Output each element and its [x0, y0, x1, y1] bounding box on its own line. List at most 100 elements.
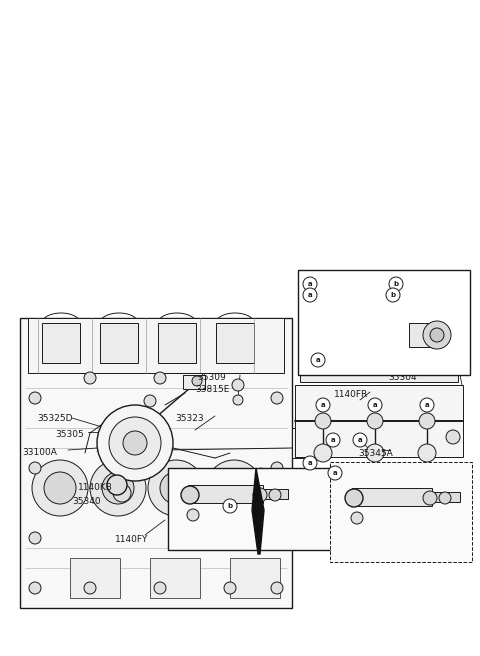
Bar	[28, 318, 284, 373]
Text: 33100A: 33100A	[22, 448, 57, 457]
Circle shape	[386, 288, 400, 302]
Circle shape	[148, 460, 204, 516]
Circle shape	[326, 433, 340, 447]
Circle shape	[269, 489, 281, 501]
Bar	[300, 360, 458, 382]
Circle shape	[328, 466, 342, 480]
Bar	[158, 323, 196, 363]
Text: 35370: 35370	[384, 354, 413, 363]
Circle shape	[29, 532, 41, 544]
Circle shape	[144, 395, 156, 407]
Circle shape	[367, 413, 383, 429]
Circle shape	[223, 499, 237, 513]
Circle shape	[113, 484, 131, 502]
Text: a: a	[358, 437, 362, 443]
Circle shape	[32, 460, 88, 516]
Circle shape	[123, 431, 147, 455]
Bar	[183, 375, 205, 389]
Bar	[70, 558, 120, 598]
Polygon shape	[252, 468, 264, 554]
Bar	[150, 558, 200, 598]
Bar	[295, 385, 463, 457]
Circle shape	[311, 353, 325, 367]
Circle shape	[29, 582, 41, 594]
Circle shape	[187, 509, 199, 521]
Text: 35305: 35305	[55, 430, 84, 439]
Circle shape	[253, 488, 267, 502]
Bar	[292, 428, 320, 458]
Text: a: a	[308, 281, 312, 287]
Circle shape	[271, 392, 283, 404]
Bar	[330, 462, 472, 562]
Circle shape	[314, 444, 332, 462]
Circle shape	[107, 475, 127, 495]
Circle shape	[271, 532, 283, 544]
Circle shape	[224, 582, 236, 594]
Bar	[20, 318, 292, 608]
Circle shape	[328, 466, 342, 480]
Circle shape	[84, 582, 96, 594]
Circle shape	[271, 582, 283, 594]
Circle shape	[389, 277, 403, 291]
Text: 35341A: 35341A	[365, 338, 400, 347]
Text: b: b	[394, 281, 398, 287]
Text: 35312H: 35312H	[185, 505, 220, 514]
Circle shape	[423, 321, 451, 349]
Text: (KIT): (KIT)	[349, 545, 370, 554]
Text: a: a	[333, 470, 337, 476]
Text: a: a	[425, 402, 429, 408]
Circle shape	[154, 582, 166, 594]
Circle shape	[368, 398, 382, 412]
Circle shape	[154, 372, 166, 384]
Circle shape	[430, 328, 444, 342]
Circle shape	[423, 491, 437, 505]
Text: 1140KB: 1140KB	[78, 483, 113, 492]
Circle shape	[271, 462, 283, 474]
Circle shape	[439, 492, 451, 504]
Circle shape	[218, 472, 250, 504]
Text: 32651: 32651	[320, 279, 348, 289]
Text: 35312K: 35312K	[382, 524, 417, 533]
Bar	[100, 323, 138, 363]
Circle shape	[29, 462, 41, 474]
Circle shape	[366, 444, 384, 462]
Text: a: a	[308, 292, 312, 298]
Text: 35312F: 35312F	[308, 524, 342, 533]
Text: 35323: 35323	[175, 414, 204, 423]
Bar	[298, 270, 470, 375]
Circle shape	[303, 456, 317, 470]
Text: a: a	[321, 402, 325, 408]
Circle shape	[316, 398, 330, 412]
Text: 31305C: 31305C	[193, 519, 228, 528]
Text: 35310: 35310	[248, 541, 277, 550]
Text: a: a	[372, 402, 377, 408]
Circle shape	[102, 472, 134, 504]
Circle shape	[84, 372, 96, 384]
Text: b: b	[228, 503, 233, 509]
Text: 31337F: 31337F	[416, 295, 450, 304]
Bar	[352, 488, 432, 506]
Bar	[432, 492, 460, 502]
Bar	[263, 489, 288, 499]
Circle shape	[418, 444, 436, 462]
Circle shape	[97, 405, 173, 481]
Circle shape	[90, 460, 146, 516]
Circle shape	[44, 472, 76, 504]
Text: 33815E: 33815E	[195, 385, 229, 394]
Circle shape	[109, 417, 161, 469]
Circle shape	[315, 413, 331, 429]
Text: a: a	[308, 460, 312, 466]
Bar	[113, 471, 131, 493]
Bar	[168, 468, 346, 550]
Circle shape	[420, 398, 434, 412]
Circle shape	[192, 376, 202, 386]
Bar	[188, 485, 263, 503]
Bar	[230, 558, 280, 598]
Circle shape	[351, 512, 363, 524]
Text: 35309: 35309	[197, 373, 226, 382]
Bar	[216, 323, 254, 363]
Bar	[42, 323, 80, 363]
Text: 31337F: 31337F	[406, 279, 440, 289]
Circle shape	[303, 277, 317, 291]
Circle shape	[446, 430, 460, 444]
